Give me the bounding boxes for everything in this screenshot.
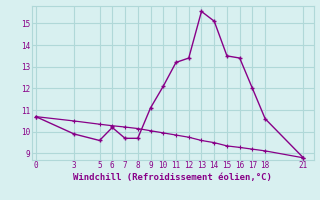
X-axis label: Windchill (Refroidissement éolien,°C): Windchill (Refroidissement éolien,°C)	[73, 173, 272, 182]
